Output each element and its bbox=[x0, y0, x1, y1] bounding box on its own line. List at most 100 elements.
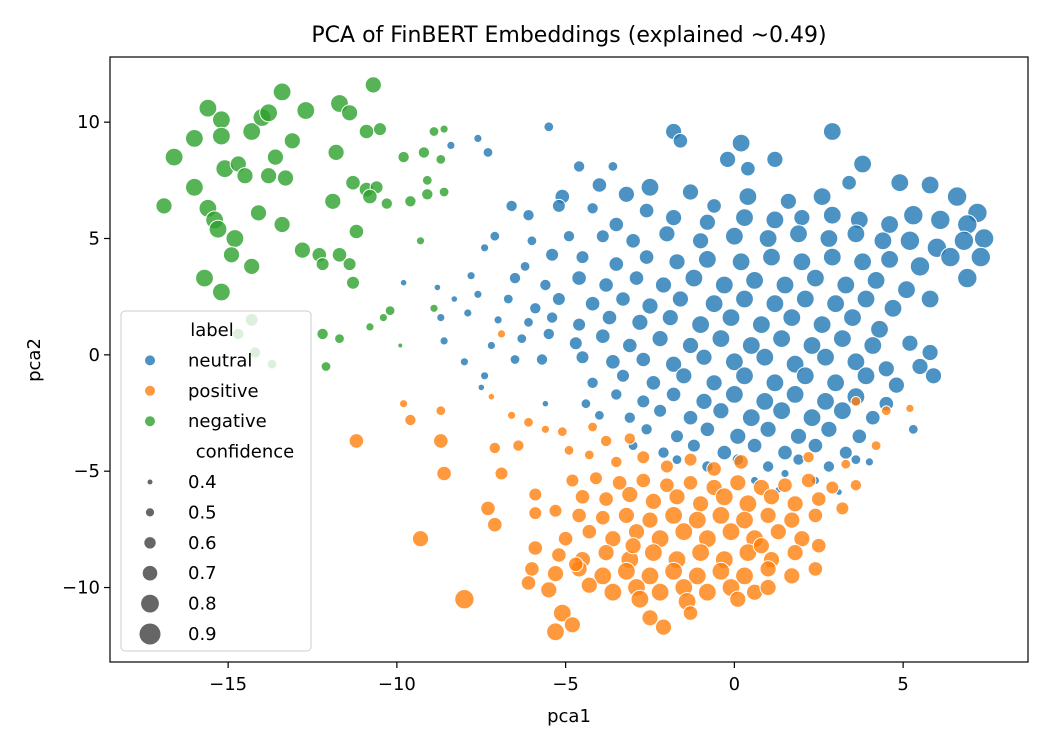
negative-point bbox=[346, 275, 360, 290]
y-axis: −10 −5 0 5 10 bbox=[62, 112, 110, 599]
negative-point bbox=[198, 98, 218, 118]
neutral-point bbox=[684, 268, 704, 288]
positive-point bbox=[807, 507, 824, 524]
neutral-point bbox=[610, 388, 623, 401]
neutral-point bbox=[698, 213, 717, 231]
neutral-point bbox=[541, 399, 550, 408]
neutral-point bbox=[575, 250, 590, 265]
neutral-point bbox=[806, 268, 825, 288]
positive-point bbox=[706, 461, 722, 477]
neutral-point bbox=[706, 198, 722, 214]
negative-point bbox=[236, 167, 254, 185]
neutral-point bbox=[446, 140, 456, 150]
positive-point bbox=[762, 488, 781, 506]
positive-point bbox=[650, 582, 670, 602]
negative-point bbox=[362, 188, 378, 205]
neutral-point bbox=[595, 229, 610, 244]
neutral-point bbox=[890, 173, 910, 193]
positive-point bbox=[659, 459, 674, 474]
positive-point bbox=[574, 489, 591, 505]
neutral-point bbox=[729, 427, 747, 445]
negative-point bbox=[384, 305, 396, 317]
neutral-point bbox=[704, 294, 724, 314]
neutral-point bbox=[519, 261, 531, 272]
neutral-point bbox=[822, 460, 836, 473]
neutral-point bbox=[502, 293, 514, 305]
legend-marker-positive bbox=[144, 384, 156, 397]
positive-point bbox=[825, 480, 840, 495]
negative-point bbox=[320, 361, 332, 372]
negative-point bbox=[365, 322, 375, 332]
negative-point bbox=[259, 103, 279, 123]
legend-label-negative: negative bbox=[188, 411, 267, 432]
neutral-point bbox=[866, 271, 886, 290]
positive-point bbox=[610, 455, 623, 469]
neutral-point bbox=[705, 374, 723, 392]
neutral-point bbox=[436, 313, 446, 323]
neutral-point bbox=[628, 270, 645, 286]
neutral-point bbox=[880, 215, 899, 234]
plot-frame bbox=[109, 56, 1029, 663]
negative-point bbox=[324, 192, 342, 210]
legend-size-label: 0.9 bbox=[188, 624, 217, 645]
neutral-point bbox=[591, 177, 608, 193]
neutral-point bbox=[775, 275, 795, 295]
neutral-point bbox=[658, 225, 676, 243]
neutral-point bbox=[654, 276, 673, 294]
positive-point bbox=[593, 566, 613, 586]
neutral-point bbox=[665, 386, 682, 403]
positive-point bbox=[759, 506, 777, 525]
neutral-point bbox=[911, 357, 929, 376]
neutral-point bbox=[816, 392, 835, 411]
legend-size-marker bbox=[142, 565, 158, 581]
positive-point bbox=[752, 537, 771, 555]
neutral-point bbox=[777, 444, 793, 461]
neutral-point bbox=[953, 230, 975, 252]
neutral-point bbox=[675, 367, 693, 385]
positive-point bbox=[729, 590, 747, 608]
positive-point bbox=[627, 523, 646, 541]
positive-point bbox=[735, 510, 754, 530]
neutral-point bbox=[695, 348, 713, 366]
neutral-point bbox=[795, 289, 815, 309]
negative-point bbox=[415, 236, 426, 246]
neutral-point bbox=[826, 294, 845, 314]
neutral-point bbox=[486, 340, 496, 351]
positive-point bbox=[581, 523, 598, 540]
negative-point bbox=[164, 147, 184, 167]
neutral-point bbox=[473, 133, 483, 143]
positive-point bbox=[714, 487, 734, 507]
neutral-point bbox=[433, 283, 442, 292]
legend-size-marker bbox=[139, 623, 161, 645]
positive-point bbox=[546, 622, 565, 642]
positive-point bbox=[433, 433, 449, 449]
neutral-point bbox=[672, 133, 689, 149]
negative-point bbox=[276, 169, 295, 187]
negative-point bbox=[364, 76, 382, 94]
negative-point bbox=[315, 257, 330, 272]
legend-hue-title: label bbox=[190, 320, 234, 341]
negative-point bbox=[397, 150, 410, 164]
neutral-point bbox=[907, 423, 919, 435]
neutral-point bbox=[598, 277, 614, 293]
neutral-point bbox=[571, 270, 587, 286]
negative-point bbox=[348, 223, 365, 240]
positive-point bbox=[523, 416, 534, 428]
neutral-point bbox=[970, 246, 991, 268]
neutral-point bbox=[622, 337, 638, 354]
neutral-point bbox=[731, 133, 751, 153]
negative-point bbox=[272, 82, 292, 102]
neutral-point bbox=[568, 336, 583, 351]
positive-point bbox=[348, 433, 365, 449]
negative-point bbox=[428, 126, 440, 137]
neutral-point bbox=[459, 357, 469, 367]
positive-point bbox=[644, 492, 663, 510]
neutral-point bbox=[846, 352, 866, 372]
positive-point bbox=[528, 487, 543, 502]
legend-size-marker bbox=[141, 594, 159, 613]
positive-point bbox=[527, 540, 544, 556]
neutral-point bbox=[615, 291, 631, 307]
x-tick-label: 5 bbox=[897, 674, 908, 695]
positive-point bbox=[556, 426, 568, 438]
neutral-point bbox=[864, 457, 875, 467]
